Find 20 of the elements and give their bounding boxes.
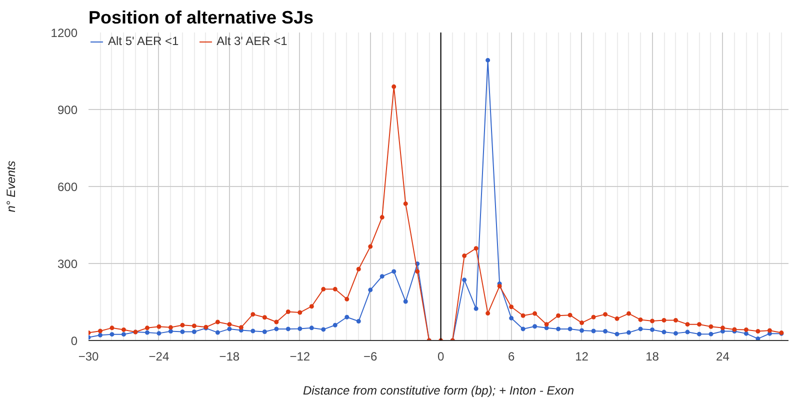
legend-label: Alt 3' AER <1 — [216, 34, 288, 48]
y-tick-label: 1200 — [50, 26, 78, 40]
x-tick-label: −30 — [78, 350, 100, 364]
y-tick-label: 600 — [57, 180, 78, 194]
x-tick-label: −24 — [148, 350, 170, 364]
y-tick-label: 900 — [57, 103, 78, 117]
x-tick-label: 24 — [716, 350, 730, 364]
y-axis-title: n° Events — [4, 160, 18, 212]
x-tick-label: −12 — [290, 350, 310, 364]
legend-label: Alt 5' AER <1 — [108, 34, 179, 48]
x-tick-label: 12 — [575, 350, 589, 364]
x-tick-label: 0 — [438, 350, 445, 364]
x-axis-title: Distance from constitutive form (bp); + Inton - Exon — [302, 384, 574, 398]
chart-title: Position of alternative SJs — [88, 8, 314, 28]
y-tick-label: 300 — [57, 257, 78, 271]
x-tick-label: 18 — [646, 350, 660, 364]
x-tick-label: −18 — [219, 350, 240, 364]
x-tick-label: 6 — [508, 350, 515, 364]
x-tick-label: −6 — [364, 350, 378, 364]
y-tick-label: 0 — [70, 334, 78, 348]
